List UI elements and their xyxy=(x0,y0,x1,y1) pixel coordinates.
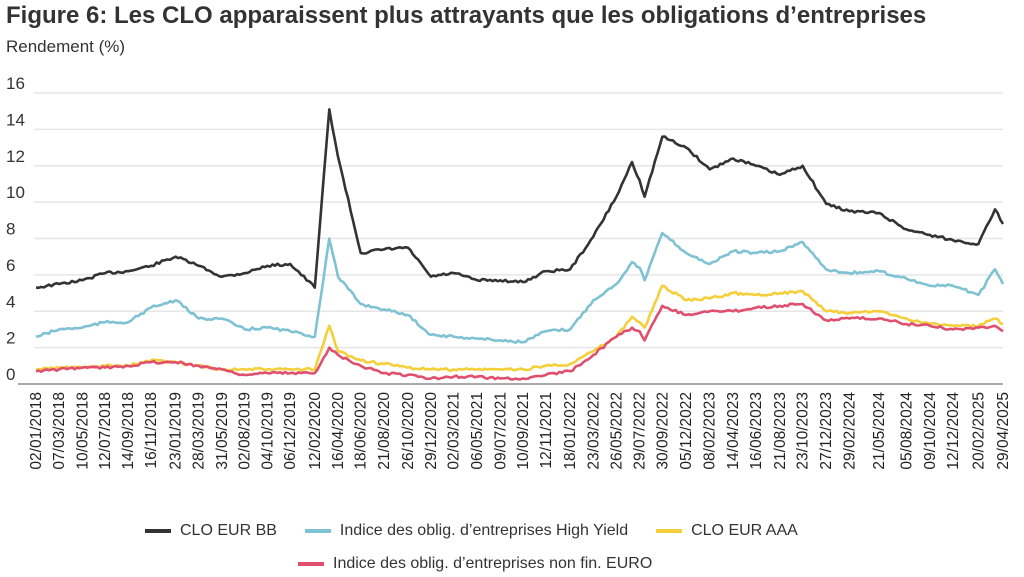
x-tick-label: 08/02/2023 xyxy=(702,392,719,470)
x-tick-label: 31/05/2019 xyxy=(214,392,231,470)
x-tick-label: 09/07/2021 xyxy=(492,392,509,470)
y-tick-label: 14 xyxy=(6,110,25,129)
legend-swatch xyxy=(145,529,171,533)
legend-label: Indice des oblig. d’entreprises High Yie… xyxy=(339,522,629,539)
x-tick-label: 04/10/2019 xyxy=(259,392,276,470)
legend-item-high-yield: Indice des oblig. d’entreprises High Yie… xyxy=(304,522,629,540)
x-tick-label: 26/05/2022 xyxy=(608,392,625,470)
x-tick-label: 18/01/2022 xyxy=(562,392,579,470)
legend-item-clo-bb: CLO EUR BB xyxy=(145,522,277,540)
x-tick-label: 21/08/2023 xyxy=(772,392,789,470)
y-tick-label: 4 xyxy=(6,292,15,311)
line-chart: 0 2 4 6 8 10 12 14 16 02/01/2018 07/03/2018 10/05/2… xyxy=(6,74,1012,470)
x-tick-label: 09/10/2024 xyxy=(922,392,939,470)
x-tick-label: 02/08/2019 xyxy=(237,392,254,470)
x-tick-label: 14/09/2018 xyxy=(120,392,137,470)
x-tick-label: 23/10/2023 xyxy=(795,392,812,470)
x-tick-label: 12/02/2020 xyxy=(307,392,324,470)
x-tick-label: 12/11/2021 xyxy=(538,392,555,468)
chart-title: Figure 6: Les CLO apparaissent plus attr… xyxy=(6,2,927,29)
x-tick-label: 06/05/2021 xyxy=(469,392,486,470)
series-line-0 xyxy=(35,108,1005,290)
x-tick-label: 21/08/2020 xyxy=(376,392,393,470)
legend-label: CLO EUR AAA xyxy=(691,522,798,539)
x-tick-label: 06/12/2019 xyxy=(282,392,299,470)
x-tick-label: 16/11/2018 xyxy=(143,392,160,468)
x-tick-label: 05/12/2022 xyxy=(678,392,695,470)
x-tick-label: 02/03/2021 xyxy=(446,392,463,470)
y-tick-label: 12 xyxy=(6,147,25,166)
x-tick-label: 27/12/2023 xyxy=(818,392,835,470)
x-tick-label: 30/09/2022 xyxy=(654,392,671,470)
x-tick-label: 10/09/2021 xyxy=(515,392,532,470)
x-tick-label: 29/12/2020 xyxy=(423,392,440,470)
legend-swatch xyxy=(304,529,331,533)
series-line-3 xyxy=(35,302,1004,381)
y-tick-label: 10 xyxy=(6,183,25,202)
x-tick-label: 16/04/2020 xyxy=(330,392,347,470)
y-axis-label: Rendement (%) xyxy=(6,37,126,56)
legend-item-non-fin-euro: Indice des oblig. d’entreprises non fin.… xyxy=(298,555,652,573)
x-tick-label: 16/06/2023 xyxy=(748,392,765,470)
x-tick-label: 26/10/2020 xyxy=(400,392,417,470)
legend-swatch xyxy=(656,529,683,533)
x-tick-label: 29/04/2025 xyxy=(995,392,1012,470)
legend-label: CLO EUR BB xyxy=(180,522,277,539)
x-tick-label: 18/06/2020 xyxy=(353,392,370,470)
y-tick-label: 6 xyxy=(6,256,15,275)
legend-item-clo-aaa: CLO EUR AAA xyxy=(656,522,798,540)
x-tick-label: 29/07/2022 xyxy=(632,392,649,470)
x-tick-label: 21/05/2024 xyxy=(871,392,888,470)
x-tick-label: 07/03/2018 xyxy=(51,392,68,470)
series-line-2 xyxy=(35,284,1004,372)
x-tick-label: 02/01/2018 xyxy=(28,392,45,470)
legend-swatch xyxy=(298,562,324,566)
legend-row-1: CLO EUR BB Indice des oblig. d’entrepris… xyxy=(145,522,826,540)
x-tick-label: 20/02/2025 xyxy=(970,392,987,470)
legend-label: Indice des oblig. d’entreprises non fin.… xyxy=(333,555,653,572)
x-tick-label: 29/02/2024 xyxy=(841,392,858,470)
x-tick-label: 23/01/2019 xyxy=(168,392,185,470)
y-tick-label: 0 xyxy=(6,365,15,384)
x-tick-label: 28/03/2019 xyxy=(191,392,208,470)
x-tick-label: 10/05/2018 xyxy=(74,392,91,470)
series-line-1 xyxy=(35,231,1005,345)
x-tick-label: 05/08/2024 xyxy=(898,392,915,470)
x-tick-label: 23/03/2022 xyxy=(585,392,602,470)
y-tick-label: 8 xyxy=(6,220,15,239)
x-tick-label: 12/07/2018 xyxy=(97,392,114,470)
y-tick-label: 2 xyxy=(6,329,15,348)
legend-row-2: Indice des oblig. d’entreprises non fin.… xyxy=(298,555,680,573)
x-tick-label: 12/12/2024 xyxy=(945,392,962,470)
y-tick-label: 16 xyxy=(6,74,25,93)
x-tick-label: 14/04/2023 xyxy=(725,392,742,470)
